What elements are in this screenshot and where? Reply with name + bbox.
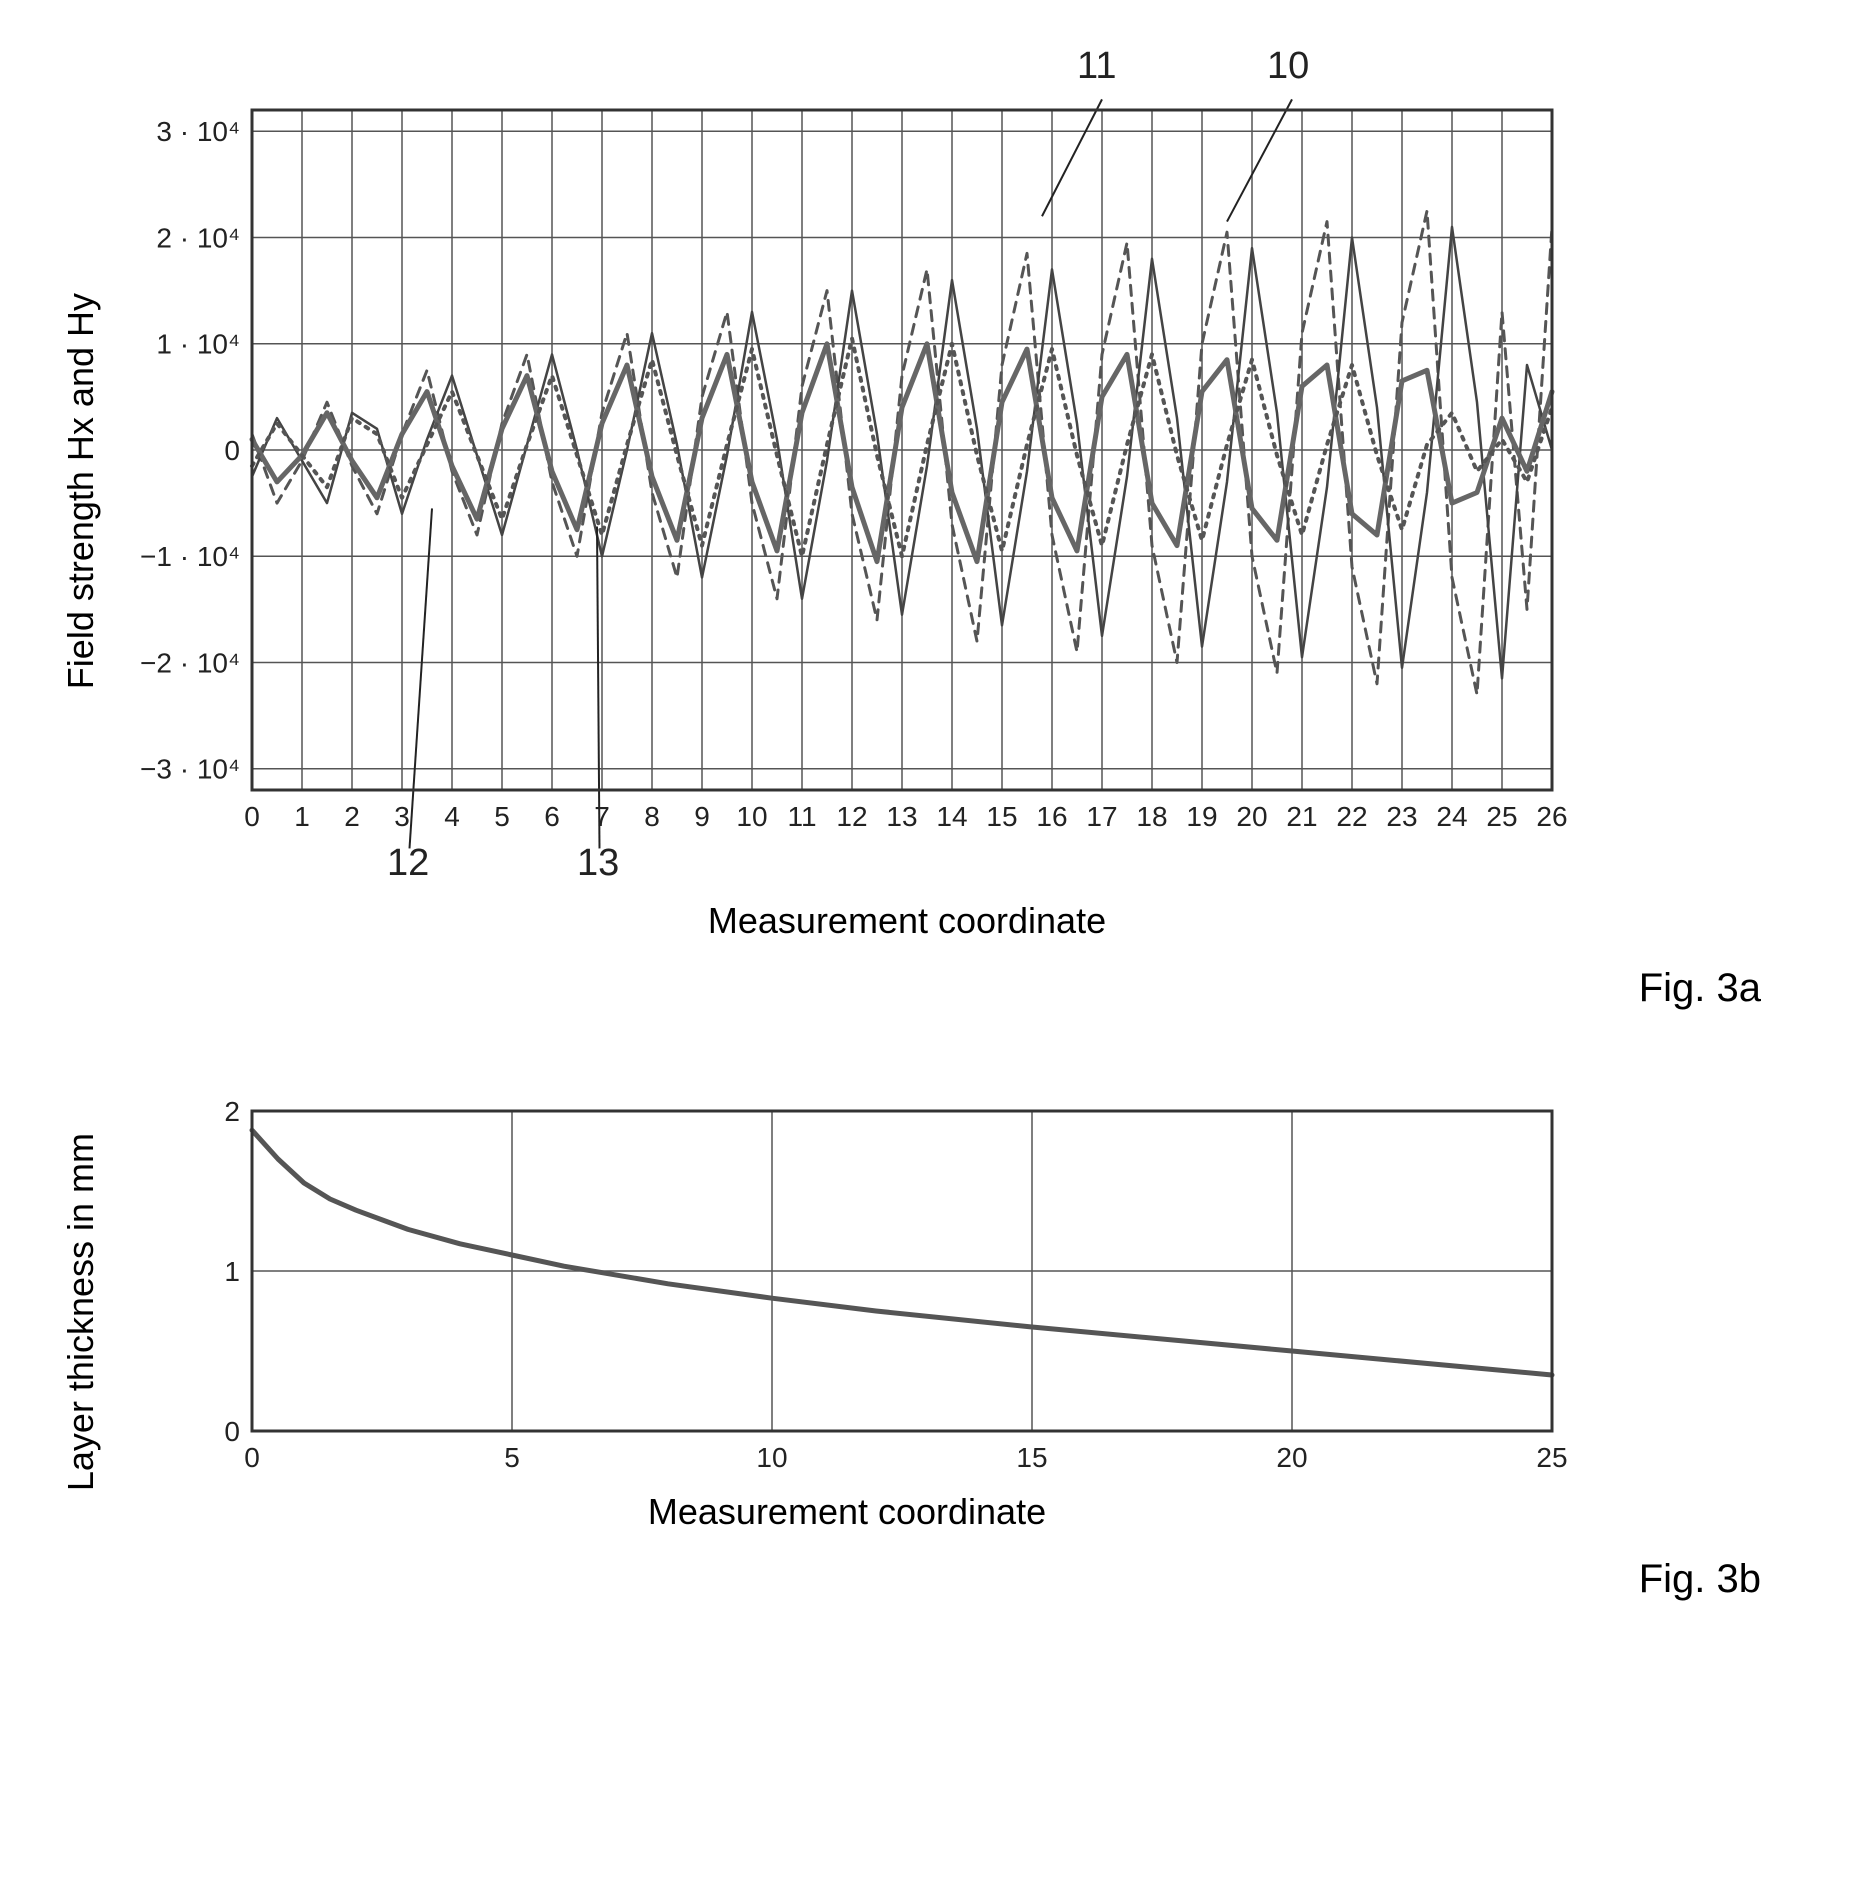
svg-text:18: 18 — [1136, 801, 1167, 832]
svg-text:1: 1 — [294, 801, 310, 832]
svg-text:10: 10 — [756, 1442, 787, 1473]
svg-text:15: 15 — [1016, 1442, 1047, 1473]
svg-text:10: 10 — [1267, 45, 1309, 87]
chart-b-block: Layer thickness in mm 0510152025210 Meas… — [40, 1091, 1821, 1602]
svg-text:13: 13 — [886, 801, 917, 832]
svg-text:20: 20 — [1236, 801, 1267, 832]
chart-b-svg: 0510152025210 — [102, 1091, 1592, 1491]
svg-text:5: 5 — [504, 1442, 520, 1473]
chart-a-xlabel: Measurement coordinate — [222, 900, 1592, 942]
svg-text:3: 3 — [394, 801, 410, 832]
chart-b-xlabel: Measurement coordinate — [102, 1491, 1592, 1533]
svg-text:2: 2 — [344, 801, 360, 832]
svg-text:−2 · 10⁴: −2 · 10⁴ — [140, 647, 240, 678]
svg-text:25: 25 — [1486, 801, 1517, 832]
svg-text:19: 19 — [1186, 801, 1217, 832]
svg-text:3 · 10⁴: 3 · 10⁴ — [156, 116, 240, 147]
svg-text:11: 11 — [1077, 45, 1116, 87]
svg-text:5: 5 — [494, 801, 510, 832]
svg-text:16: 16 — [1036, 801, 1067, 832]
svg-text:15: 15 — [986, 801, 1017, 832]
svg-text:17: 17 — [1086, 801, 1117, 832]
svg-text:11: 11 — [787, 801, 816, 832]
svg-text:12: 12 — [387, 842, 429, 884]
svg-text:6: 6 — [544, 801, 560, 832]
chart-a-block: Field strength Hx and Hy 012345678910111… — [40, 40, 1821, 1011]
svg-text:2: 2 — [224, 1096, 240, 1127]
svg-text:0: 0 — [224, 1416, 240, 1447]
svg-text:21: 21 — [1286, 801, 1317, 832]
svg-text:9: 9 — [694, 801, 710, 832]
svg-text:1 · 10⁴: 1 · 10⁴ — [156, 329, 240, 360]
svg-text:8: 8 — [644, 801, 660, 832]
svg-text:−1 · 10⁴: −1 · 10⁴ — [140, 541, 240, 572]
svg-text:−3 · 10⁴: −3 · 10⁴ — [140, 754, 240, 785]
svg-text:13: 13 — [577, 842, 619, 884]
svg-text:14: 14 — [936, 801, 967, 832]
svg-text:20: 20 — [1276, 1442, 1307, 1473]
svg-text:0: 0 — [224, 435, 240, 466]
chart-b-caption: Fig. 3b — [40, 1557, 1821, 1602]
svg-text:24: 24 — [1436, 801, 1467, 832]
svg-text:25: 25 — [1536, 1442, 1567, 1473]
svg-text:12: 12 — [836, 801, 867, 832]
chart-a-ylabel: Field strength Hx and Hy — [40, 293, 102, 689]
svg-text:22: 22 — [1336, 801, 1367, 832]
figure-container: Field strength Hx and Hy 012345678910111… — [40, 40, 1821, 1602]
svg-text:2 · 10⁴: 2 · 10⁴ — [156, 222, 240, 253]
chart-a-plot-wrapper: 0123456789101112131415161718192021222324… — [102, 40, 1592, 942]
chart-a-caption: Fig. 3a — [40, 966, 1821, 1011]
svg-text:26: 26 — [1536, 801, 1567, 832]
chart-b-ylabel: Layer thickness in mm — [40, 1133, 102, 1491]
chart-a-svg: 0123456789101112131415161718192021222324… — [102, 40, 1592, 900]
svg-text:7: 7 — [594, 801, 610, 832]
svg-text:1: 1 — [224, 1256, 240, 1287]
svg-text:4: 4 — [444, 801, 460, 832]
svg-text:0: 0 — [244, 801, 260, 832]
chart-b-plot-wrapper: 0510152025210 Measurement coordinate — [102, 1091, 1592, 1533]
svg-text:23: 23 — [1386, 801, 1417, 832]
svg-text:0: 0 — [244, 1442, 260, 1473]
svg-text:10: 10 — [736, 801, 767, 832]
